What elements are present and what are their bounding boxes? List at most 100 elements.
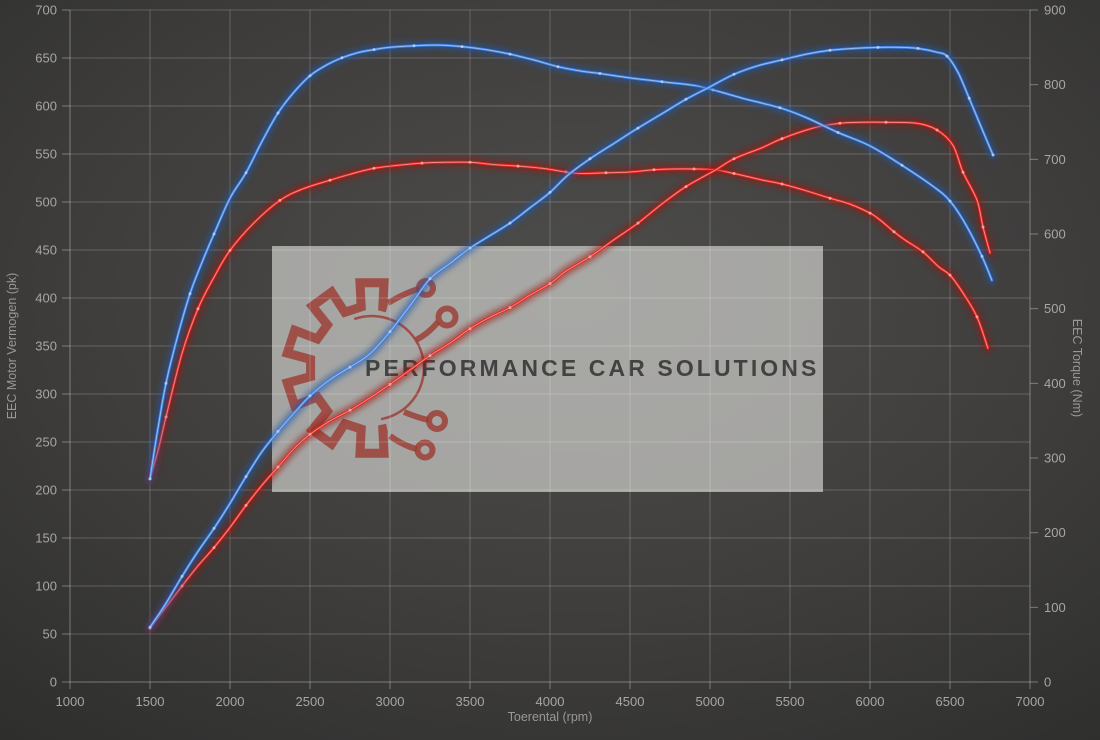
y-left-tick-label: 0	[50, 675, 57, 690]
data-point-marker	[868, 211, 872, 215]
x-tick-label: 3500	[456, 694, 485, 709]
y-left-tick-label: 550	[35, 147, 57, 162]
data-point-marker	[636, 126, 640, 130]
data-point-marker	[308, 432, 312, 436]
data-point-marker	[732, 172, 736, 175]
data-point-marker	[428, 277, 432, 281]
data-point-marker	[900, 163, 904, 167]
x-tick-label: 4500	[616, 694, 645, 709]
y-right-tick-label: 700	[1044, 152, 1066, 167]
data-point-marker	[468, 160, 472, 164]
data-point-marker	[556, 65, 560, 69]
data-point-marker	[916, 46, 920, 50]
y-left-tick-label: 200	[35, 483, 57, 498]
data-point-marker	[778, 106, 782, 110]
series-torque-red	[145, 157, 993, 484]
data-point-marker	[780, 137, 784, 141]
data-point-marker	[372, 48, 376, 52]
data-point-marker	[340, 56, 344, 60]
circuit-node-icon	[414, 439, 436, 461]
y-left-tick-label: 150	[35, 531, 57, 546]
data-point-marker	[884, 120, 888, 124]
y-right-tick-label: 400	[1044, 376, 1066, 391]
data-point-marker	[692, 167, 696, 171]
data-point-marker	[732, 72, 736, 76]
y-left-tick-label: 400	[35, 291, 57, 306]
data-point-marker	[548, 282, 552, 286]
series-power-red	[145, 117, 995, 633]
y-left-tick-label: 100	[35, 579, 57, 594]
data-point-marker	[278, 198, 282, 202]
circuit-node-icon	[426, 410, 448, 432]
data-point-marker	[516, 164, 520, 168]
data-point-marker	[935, 128, 939, 132]
series-curves	[145, 40, 998, 633]
y-right-tick-label: 900	[1044, 3, 1066, 18]
data-point-marker	[732, 157, 736, 161]
data-point-marker	[981, 225, 985, 229]
data-point-marker	[164, 415, 168, 419]
data-point-marker	[308, 394, 312, 398]
curve-core-power-red	[149, 121, 991, 629]
data-point-marker	[276, 111, 280, 115]
series-power-blue	[145, 42, 998, 632]
y-left-tick-label: 300	[35, 387, 57, 402]
data-point-marker	[684, 185, 688, 189]
gear-inner-circle	[353, 314, 426, 421]
data-point-marker	[388, 382, 392, 386]
data-point-marker	[588, 255, 592, 259]
data-point-marker	[636, 221, 640, 225]
data-point-marker	[212, 232, 216, 236]
data-point-marker	[460, 45, 464, 49]
y-left-tick-label: 650	[35, 51, 57, 66]
x-axis-title: Toerental (rpm)	[508, 710, 593, 724]
data-point-marker	[980, 254, 984, 258]
data-point-marker	[212, 526, 216, 530]
y-right-tick-label: 500	[1044, 301, 1066, 316]
data-point-marker	[276, 465, 280, 469]
gear-circuit-logo	[281, 278, 459, 461]
y-left-tick-label: 250	[35, 435, 57, 450]
data-point-marker	[921, 250, 925, 254]
x-tick-label: 7000	[1016, 694, 1045, 709]
data-point-marker	[948, 273, 952, 277]
data-point-marker	[388, 330, 392, 334]
data-point-marker	[348, 408, 352, 412]
y-right-tick-label: 800	[1044, 77, 1066, 92]
circuit-trace-icon	[414, 320, 441, 343]
y-right-tick-label: 600	[1044, 227, 1066, 242]
data-point-marker	[196, 307, 200, 311]
data-point-marker	[660, 80, 664, 84]
data-point-marker	[892, 230, 896, 234]
x-tick-label: 1500	[136, 694, 165, 709]
data-point-marker	[228, 248, 232, 252]
watermark-text: PERFORMANCE CAR SOLUTIONS	[365, 355, 819, 381]
data-point-marker	[652, 168, 656, 172]
data-point-marker	[244, 503, 248, 507]
y-right-tick-label: 300	[1044, 451, 1066, 466]
curve-core-torque-blue	[149, 44, 993, 480]
data-point-marker	[212, 546, 216, 550]
y-left-tick-label: 450	[35, 243, 57, 258]
x-tick-label: 6000	[856, 694, 885, 709]
data-point-marker	[588, 157, 592, 161]
data-point-marker	[684, 97, 688, 101]
data-point-marker	[838, 121, 842, 125]
x-tick-label: 2000	[216, 694, 245, 709]
data-point-marker	[975, 315, 979, 319]
data-point-marker	[308, 74, 312, 78]
data-point-marker	[188, 292, 192, 296]
data-point-marker	[412, 44, 416, 48]
series-torque-blue	[145, 40, 997, 484]
data-point-marker	[276, 429, 280, 433]
x-tick-label: 6500	[936, 694, 965, 709]
data-point-marker	[372, 166, 376, 170]
y-left-tick-label: 500	[35, 195, 57, 210]
x-tick-label: 5000	[696, 694, 725, 709]
data-point-marker	[961, 170, 965, 174]
data-point-marker	[348, 365, 352, 369]
gear-icon	[281, 278, 389, 458]
data-point-marker	[948, 199, 952, 203]
data-point-marker	[164, 381, 168, 385]
data-point-marker	[604, 171, 608, 175]
